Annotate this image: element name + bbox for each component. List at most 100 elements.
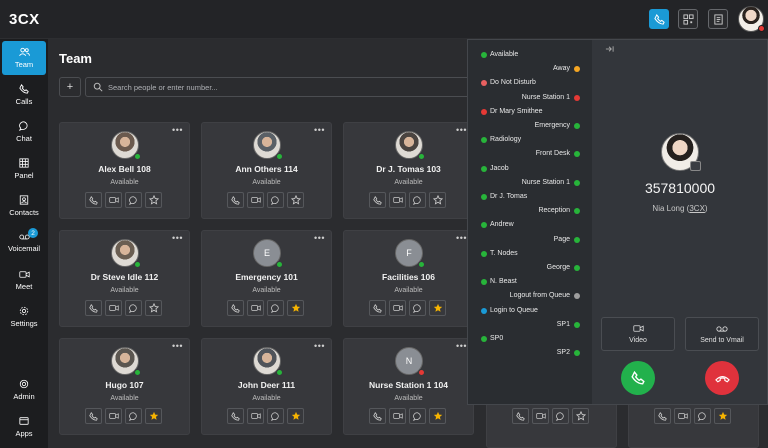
more-options-button[interactable]: ••• [172,233,183,243]
favorite-button[interactable] [287,300,304,316]
favorite-button[interactable] [287,408,304,424]
chat-button[interactable] [552,408,569,424]
chat-button[interactable] [267,300,284,316]
presence-list-item[interactable]: Page [468,235,592,247]
favorite-button[interactable] [429,192,446,208]
call-button[interactable] [227,192,244,208]
chat-button[interactable] [409,300,426,316]
video-button[interactable] [247,408,264,424]
document-icon[interactable] [708,9,728,29]
presence-list-item[interactable]: Dr Mary Smithee [468,107,592,119]
search-input[interactable] [108,81,468,94]
more-options-button[interactable]: ••• [456,125,467,135]
more-options-button[interactable]: ••• [456,341,467,351]
video-button[interactable] [105,192,122,208]
presence-list-item[interactable]: Dr J. Tomas [468,192,592,204]
presence-list-item[interactable]: Nurse Station 1 [468,93,592,105]
presence-list-item[interactable]: SP2 [468,348,592,360]
sidebar-item-apps[interactable]: Apps [2,410,46,444]
call-button[interactable] [654,408,671,424]
more-options-button[interactable]: ••• [314,233,325,243]
call-button[interactable] [85,408,102,424]
contact-card[interactable]: ••• John Deer 111 Available [201,338,332,435]
presence-list-item[interactable]: Front Desk [468,149,592,161]
call-button[interactable] [369,300,386,316]
presence-list-item[interactable]: Logout from Queue [468,291,592,303]
more-options-button[interactable]: ••• [456,233,467,243]
presence-list-item[interactable]: Nurse Station 1 [468,178,592,190]
presence-list-item[interactable]: Andrew [468,220,592,232]
contact-card[interactable]: ••• Dr J. Tomas 103 Available [343,122,474,219]
favorite-button[interactable] [714,408,731,424]
sidebar-item-calls[interactable]: Calls [2,78,46,112]
call-button[interactable] [227,408,244,424]
favorite-button[interactable] [145,408,162,424]
contact-card[interactable]: ••• Dr Steve Idle 112 Available [59,230,190,327]
decline-call-button[interactable] [705,361,739,395]
sidebar-item-chat[interactable]: Chat [2,115,46,149]
contact-card[interactable]: ••• E Emergency 101 Available [201,230,332,327]
chat-button[interactable] [409,192,426,208]
favorite-button[interactable] [572,408,589,424]
send-to-vmail-button[interactable]: Send to Vmail [685,317,759,351]
contact-card[interactable]: ••• Alex Bell 108 Available [59,122,190,219]
favorite-button[interactable] [287,192,304,208]
presence-list-item[interactable]: Radiology [468,135,592,147]
video-button[interactable] [247,192,264,208]
presence-list-item[interactable]: Login to Queue [468,306,592,318]
presence-list-item[interactable]: Available [468,50,592,62]
video-button[interactable] [389,300,406,316]
more-options-button[interactable]: ••• [314,125,325,135]
more-options-button[interactable]: ••• [314,341,325,351]
chat-button[interactable] [125,192,142,208]
video-button[interactable] [105,408,122,424]
contact-card[interactable]: ••• N Nurse Station 1 104 Available [343,338,474,435]
contact-card[interactable]: ••• Ann Others 114 Available [201,122,332,219]
contact-card[interactable]: ••• F Facilities 106 Available [343,230,474,327]
presence-list-item[interactable]: N. Beast [468,277,592,289]
favorite-button[interactable] [145,300,162,316]
video-button[interactable] [389,192,406,208]
chat-button[interactable] [409,408,426,424]
presence-list-item[interactable]: Do Not Disturb [468,78,592,90]
call-button[interactable] [85,300,102,316]
chat-button[interactable] [125,408,142,424]
app-logo[interactable]: 3CX [9,11,40,28]
chat-button[interactable] [267,408,284,424]
call-button[interactable] [512,408,529,424]
video-answer-button[interactable]: Video [601,317,675,351]
presence-list-item[interactable]: Reception [468,206,592,218]
more-options-button[interactable]: ••• [172,341,183,351]
sidebar-item-admin[interactable]: Admin [2,373,46,407]
sidebar-item-meet[interactable]: Meet [2,263,46,297]
presence-list-item[interactable]: George [468,263,592,275]
video-button[interactable] [389,408,406,424]
video-button[interactable] [247,300,264,316]
user-avatar[interactable] [738,6,764,32]
sidebar-item-settings[interactable]: Settings [2,300,46,334]
presence-list-item[interactable]: Emergency [468,121,592,133]
presence-list-item[interactable]: SP0 [468,334,592,346]
sidebar-item-contacts[interactable]: Contacts [2,189,46,223]
presence-list-item[interactable]: Jacob [468,164,592,176]
chat-button[interactable] [125,300,142,316]
sidebar-item-panel[interactable]: Panel [2,152,46,186]
call-button[interactable] [85,192,102,208]
chat-button[interactable] [267,192,284,208]
more-options-button[interactable]: ••• [172,125,183,135]
presence-list-item[interactable]: T. Nodes [468,249,592,261]
sidebar-item-team[interactable]: Team [2,41,46,75]
contact-card[interactable]: ••• Hugo 107 Available [59,338,190,435]
call-button[interactable] [369,192,386,208]
favorite-button[interactable] [429,300,446,316]
answer-call-button[interactable] [621,361,655,395]
video-button[interactable] [532,408,549,424]
qr-icon[interactable] [678,9,698,29]
collapse-panel-icon[interactable] [605,45,614,53]
presence-list-item[interactable]: Away [468,64,592,76]
add-button[interactable]: + [59,77,81,97]
favorite-button[interactable] [429,408,446,424]
sidebar-item-voicemail[interactable]: Voicemail 2 [2,226,46,260]
presence-list-item[interactable]: SP1 [468,320,592,332]
call-button[interactable] [369,408,386,424]
